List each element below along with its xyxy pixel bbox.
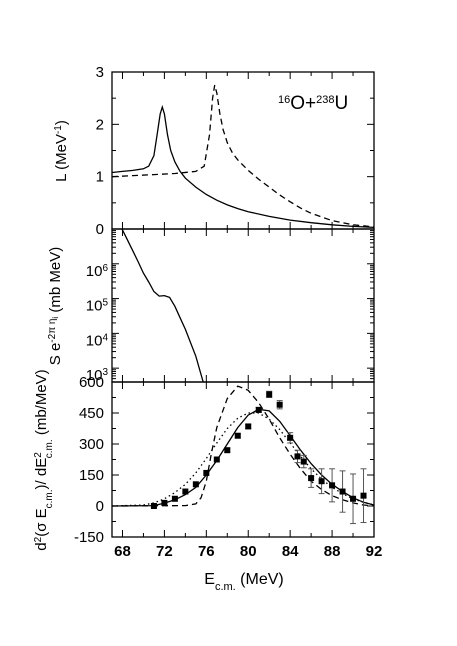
data-point bbox=[266, 391, 273, 398]
data-point bbox=[360, 492, 367, 499]
x-tick-label: 84 bbox=[282, 543, 299, 560]
dashed-curve bbox=[112, 385, 374, 507]
reaction-annotation: 16O+238U bbox=[278, 93, 348, 114]
data-point bbox=[318, 478, 325, 485]
data-point bbox=[245, 423, 252, 430]
y-tick-label: 600 bbox=[79, 374, 104, 391]
data-point bbox=[300, 458, 307, 465]
y-tick-label: 300 bbox=[79, 436, 104, 453]
data-point bbox=[203, 469, 210, 476]
x-tick-label: 68 bbox=[114, 543, 131, 560]
data-point bbox=[329, 482, 336, 489]
data-point bbox=[182, 488, 189, 495]
bottom-panel: -150 0 150 300 450 600 68 72 76 80 84 88 92 bbox=[74, 374, 382, 560]
middle-panel-frame bbox=[111, 228, 375, 383]
middle-ylabel: S e-2π ηi (mb MeV) bbox=[47, 247, 65, 365]
y-tick-label: -150 bbox=[74, 529, 104, 546]
x-tick-label: 72 bbox=[156, 543, 173, 560]
y-tick-label: 106 bbox=[86, 262, 109, 280]
data-point bbox=[294, 453, 301, 460]
y-tick-label: 2 bbox=[96, 116, 104, 133]
y-tick-label: 104 bbox=[86, 332, 109, 350]
data-point bbox=[234, 432, 241, 439]
data-point bbox=[308, 475, 315, 482]
x-tick-label: 92 bbox=[366, 543, 383, 560]
dotted-curve bbox=[112, 412, 374, 507]
x-axis-title: Ec.m. (MeV) bbox=[204, 571, 283, 593]
data-point bbox=[150, 503, 157, 509]
bottom-panel-frame bbox=[111, 381, 375, 538]
data-point bbox=[171, 495, 178, 502]
data-point bbox=[339, 488, 346, 495]
middle-plot-area bbox=[121, 229, 204, 382]
bottom-plot-area bbox=[112, 385, 374, 525]
y-tick-label: 1 bbox=[96, 169, 104, 186]
data-point bbox=[276, 401, 283, 408]
data-point bbox=[192, 481, 199, 488]
dashed-curve bbox=[112, 84, 374, 228]
top-panel: 0 1 2 3 bbox=[96, 64, 375, 238]
y-tick-label: 0 bbox=[96, 221, 104, 238]
top-ylabel: L (MeV-1) bbox=[53, 120, 71, 182]
solid-curve bbox=[121, 229, 204, 382]
data-point bbox=[287, 434, 294, 441]
data-point bbox=[224, 447, 231, 454]
data-point bbox=[350, 495, 357, 502]
x-tick-label: 88 bbox=[324, 543, 341, 560]
top-plot-area bbox=[112, 84, 374, 229]
y-tick-label: 105 bbox=[86, 297, 109, 315]
middle-panel: 103 104 105 106 bbox=[86, 228, 375, 385]
x-tick-label: 80 bbox=[240, 543, 257, 560]
x-tick-label: 76 bbox=[198, 543, 215, 560]
solid-curve bbox=[112, 104, 374, 229]
data-point bbox=[255, 406, 262, 413]
solid-curve bbox=[112, 408, 374, 507]
bottom-ylabel: d2(σ Ec.m.)/ dE2c.m. (mb/MeV) bbox=[33, 369, 55, 550]
data-point bbox=[213, 456, 220, 463]
y-tick-label: 450 bbox=[79, 405, 104, 422]
y-tick-label: 103 bbox=[86, 367, 109, 385]
y-tick-label: 150 bbox=[79, 467, 104, 484]
y-tick-label: 0 bbox=[96, 498, 104, 515]
data-point bbox=[161, 499, 168, 506]
y-tick-label: 3 bbox=[96, 64, 104, 81]
